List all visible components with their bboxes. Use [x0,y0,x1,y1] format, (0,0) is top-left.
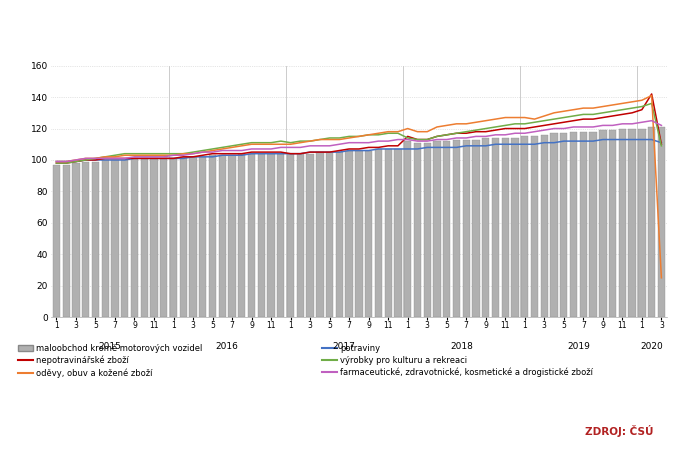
Bar [170,159,177,317]
Bar [638,129,646,317]
Bar [501,138,509,317]
Bar [404,141,411,317]
Bar [443,141,450,317]
Bar [53,165,60,317]
Bar [648,127,655,317]
Bar [150,159,158,317]
Bar [512,138,519,317]
Bar [590,132,596,317]
Bar [472,140,480,317]
Text: 2019: 2019 [567,342,590,351]
Bar [414,143,421,317]
Bar [346,150,353,317]
Bar [189,157,197,317]
Bar [307,154,314,317]
Bar [238,154,245,317]
Bar [199,157,206,317]
Bar [316,152,324,317]
Bar [63,165,70,317]
Bar [160,159,167,317]
Bar [82,162,90,317]
Bar [541,135,548,317]
Bar [131,159,138,317]
Bar [453,140,460,317]
Bar [228,155,236,317]
Bar [482,138,489,317]
Bar [385,149,392,317]
Text: ZDROJ: ČSÚ: ZDROJ: ČSÚ [585,424,654,437]
Text: 2020: 2020 [640,342,663,351]
Bar [326,152,333,317]
Bar [179,157,187,317]
Bar [531,136,539,317]
Bar [92,162,99,317]
Bar [423,143,431,317]
Bar [394,149,402,317]
Bar [336,152,343,317]
Bar [355,150,363,317]
Bar [218,155,226,317]
Bar [628,129,636,317]
Bar [492,138,499,317]
Bar [658,127,665,317]
Bar [560,133,568,317]
Bar [257,154,265,317]
Bar [570,132,577,317]
Bar [277,154,284,317]
Bar [580,132,587,317]
Text: 2017: 2017 [333,342,356,351]
Bar [433,141,441,317]
Bar [619,129,626,317]
Text: 2016: 2016 [216,342,239,351]
Bar [72,163,80,317]
Bar [209,155,216,317]
Bar [102,160,109,317]
Bar [268,154,275,317]
Bar [609,130,616,317]
Bar [365,150,372,317]
Text: 2018: 2018 [450,342,472,351]
Bar [121,160,128,317]
Bar [551,133,557,317]
Bar [141,159,148,317]
Bar [248,154,255,317]
Text: Maloobchodní tržby (rok 2015 = 100, sezónně a kalendářně očištěno): Maloobchodní tržby (rok 2015 = 100, sezó… [8,27,529,40]
Legend: potraviny, výrobky pro kulturu a rekreaci, farmaceutické, zdravotnické, kosmetic: potraviny, výrobky pro kulturu a rekreac… [321,344,593,377]
Bar [599,130,607,317]
Bar [297,154,304,317]
Bar [521,136,528,317]
Bar [111,160,119,317]
Bar [375,149,382,317]
Text: 2015: 2015 [98,342,121,351]
Bar [462,140,470,317]
Bar [287,154,295,317]
